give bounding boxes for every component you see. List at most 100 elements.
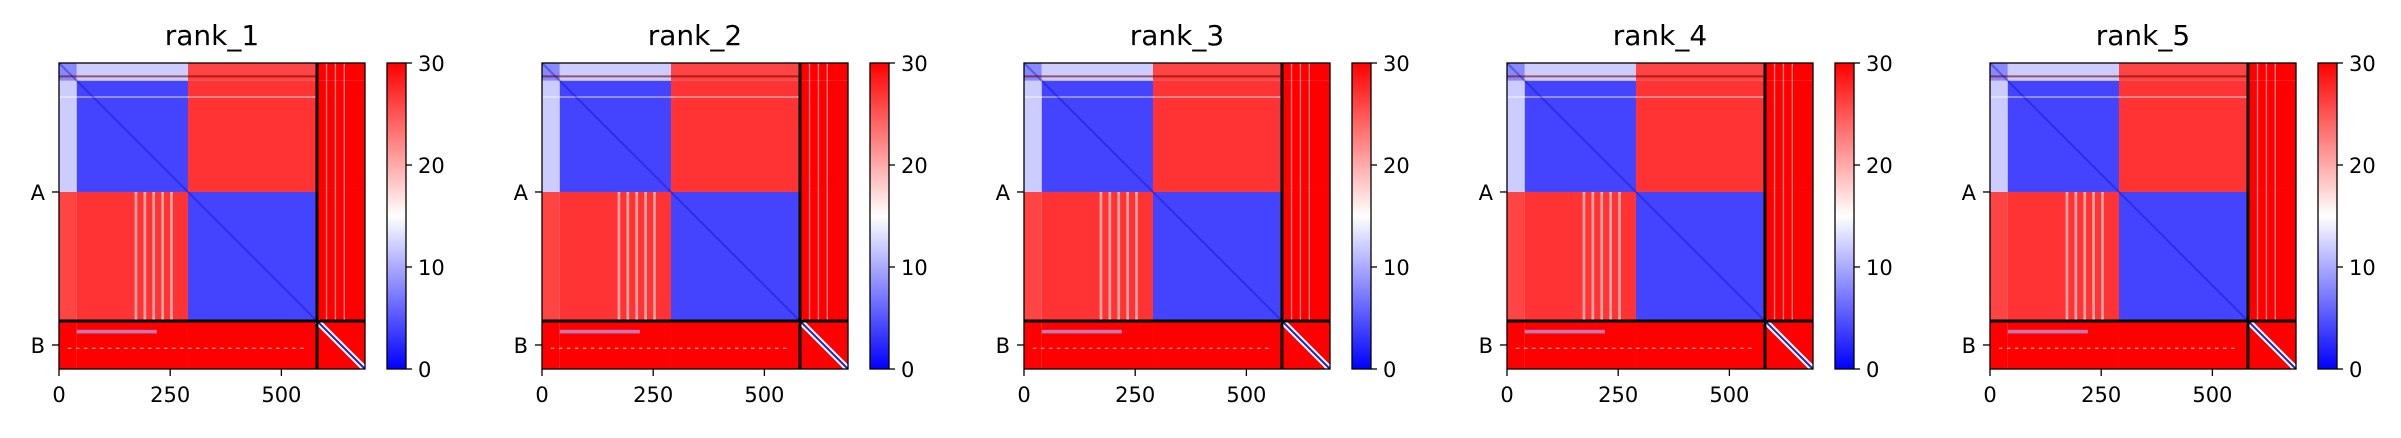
heatmap-stripe [2094, 347, 2099, 349]
heatmap-stripe [260, 347, 264, 349]
heatmap-stripe [1024, 96, 1282, 98]
heatmap-block [559, 80, 671, 192]
heatmap-stripe [2092, 191, 2095, 321]
colorbar-tick-label: 0 [418, 358, 431, 382]
heatmap-stripe [626, 191, 630, 321]
heatmap-stripe [1126, 191, 1129, 321]
heatmap-block [1507, 191, 1525, 321]
heatmap-stripe [1096, 347, 1101, 349]
heatmap-diagonal [1023, 62, 1283, 322]
heatmap-stripe [1064, 347, 1069, 349]
heatmap-stripe [2151, 347, 2155, 349]
heatmap-block [187, 80, 317, 192]
heatmap-stripe [542, 96, 800, 98]
y-tick-label: A [1962, 181, 1977, 205]
heatmap-stripe [276, 347, 280, 349]
heatmap-stripe [179, 347, 184, 349]
heatmap-stripe [83, 347, 88, 349]
heatmap-stripe [1651, 347, 1656, 349]
heatmap-block [670, 80, 800, 192]
heatmap-stripe [334, 63, 337, 321]
heatmap-stripe [1782, 63, 1785, 321]
heatmap-stripe [1249, 347, 1253, 349]
heatmap-stripe [244, 347, 248, 349]
colorbar-tick-label: 30 [1383, 52, 1410, 76]
heatmap-stripe [1108, 191, 1112, 321]
heatmap-stripe [2062, 347, 2067, 349]
heatmap-block [799, 80, 848, 192]
heatmap-block [1152, 63, 1282, 81]
heatmap-stripe [343, 63, 345, 321]
heatmap-stripe [203, 347, 208, 349]
heatmap-stripe [1732, 347, 1736, 349]
heatmap-stripe [695, 347, 699, 349]
heatmap-stripe [703, 347, 707, 349]
axes-frame [1023, 62, 1331, 370]
heatmap-stripe [1603, 347, 1608, 349]
heatmap-block [670, 63, 800, 81]
y-tick-label: B [31, 334, 45, 358]
heatmap-block [1041, 320, 1153, 369]
heatmap-stripe [743, 347, 747, 349]
heatmap-block [1990, 320, 2008, 369]
heatmap-stripe [2134, 347, 2139, 349]
heatmap-block [2118, 191, 2248, 321]
heatmap-block [1281, 80, 1330, 192]
heatmap-diagonal [1764, 320, 1814, 370]
heatmap-block [316, 80, 365, 192]
heatmap-block [2007, 63, 2119, 81]
heatmap-block [542, 191, 560, 321]
heatmap-block [76, 320, 188, 369]
heatmap-block [316, 191, 365, 321]
heatmap-stripe [646, 347, 651, 349]
heatmap-stripe [1185, 347, 1189, 349]
heatmap-stripe [1308, 63, 1310, 321]
heatmap-stripe [187, 347, 192, 349]
heatmap-stripe [606, 347, 611, 349]
heatmap-stripe [2083, 191, 2087, 321]
heatmap-block [670, 191, 800, 321]
heatmap-block [1281, 63, 1330, 81]
heatmap-block [1990, 80, 2008, 192]
heatmap-stripe [559, 329, 640, 334]
heatmap-block [1152, 80, 1282, 192]
chart-title: rank_5 [2096, 19, 2190, 52]
colorbar [869, 62, 890, 370]
colorbar [1351, 62, 1372, 370]
y-tick-label: B [514, 334, 528, 358]
heatmap-block [1764, 80, 1813, 192]
heatmap-stripe [2223, 347, 2227, 349]
heatmap-stripe [2006, 347, 2011, 349]
heatmap-block [1041, 63, 1153, 81]
heatmap-block [559, 320, 671, 369]
x-tick-label: 500 [261, 383, 301, 407]
heatmap-stripe [2102, 347, 2107, 349]
heatmap-block [1635, 63, 1765, 81]
heatmap-block [2007, 80, 2119, 192]
y-tick-label: A [514, 181, 529, 205]
heatmap-block [1524, 191, 1636, 321]
chart-title: rank_1 [165, 19, 259, 52]
heatmap-stripe [1233, 347, 1237, 349]
heatmap-block [59, 80, 77, 192]
colorbar-tick-label: 0 [1866, 358, 1879, 382]
heatmap-stripe [1531, 347, 1536, 349]
heatmap-stripe [2175, 347, 2179, 349]
heatmap-stripe [635, 191, 639, 321]
heatmap-image-4 [1506, 62, 1816, 372]
heatmap-stripe [670, 347, 675, 349]
colorbar-tick-label: 10 [1866, 256, 1893, 280]
heatmap-stripe [1257, 347, 1261, 349]
heatmap-stripe [727, 347, 731, 349]
heatmap-stripe [1040, 347, 1045, 349]
heatmap-stripe [1591, 191, 1595, 321]
heatmap-stripe [1225, 347, 1229, 349]
heatmap-stripe [2110, 347, 2115, 349]
y-tick-label: A [996, 181, 1011, 205]
colorbar-tick-label: 20 [2349, 154, 2376, 178]
heatmap-block [1524, 80, 1636, 192]
colorbar-tick-label: 30 [1866, 52, 1893, 76]
heatmap-image-5 [1989, 62, 2299, 372]
heatmap-stripe [1135, 191, 1138, 321]
heatmap-block [2247, 63, 2296, 81]
